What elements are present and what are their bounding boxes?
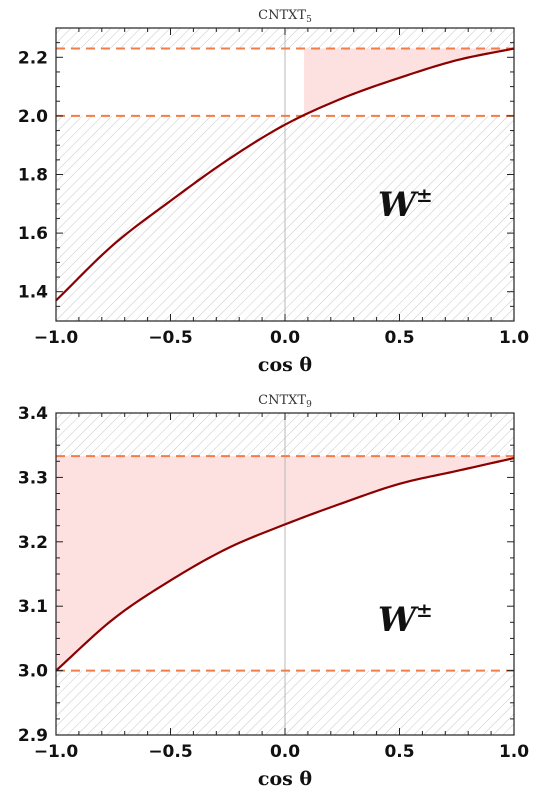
annotation: W± <box>378 183 433 225</box>
y-tick-label: 3.1 <box>18 597 48 617</box>
x-tick-label: −1.0 <box>34 742 79 762</box>
y-tick-label: 3.4 <box>18 404 48 424</box>
chart-title: CNTXT9 <box>258 393 312 410</box>
y-tick-label: 1.4 <box>18 283 48 303</box>
x-tick-label: 0.0 <box>270 328 300 348</box>
annotation-superscript: ± <box>416 183 433 207</box>
x-tick-label: 1.0 <box>499 328 529 348</box>
series-line <box>55 457 515 672</box>
x-tick-label: 0.5 <box>384 328 414 348</box>
x-tick-label: 0.5 <box>384 742 414 762</box>
annotation: W± <box>378 598 433 640</box>
chart-title-subscript: 5 <box>306 15 312 25</box>
y-tick-label: 1.6 <box>18 224 48 244</box>
annotation-superscript: ± <box>416 598 433 622</box>
y-tick-label: 2.9 <box>18 726 48 746</box>
y-tick-label: 1.8 <box>18 166 48 186</box>
x-tick-label: 1.0 <box>499 742 529 762</box>
chart-title-main: CNTXT <box>258 8 306 23</box>
chart-panel-1: −1.0 −0.5 0.0 0.5 1.0 1.4 1.6 1.8 2.0 2.2 CNTXT5 co… <box>18 8 529 376</box>
series-line <box>55 47 515 302</box>
y-tick-label: 3.0 <box>18 662 48 682</box>
x-tick-label: −1.0 <box>34 328 79 348</box>
shaded-region <box>56 456 514 671</box>
x-tick-label: 0.0 <box>270 742 300 762</box>
x-axis-label: cos θ <box>258 768 312 790</box>
x-axis-label: cos θ <box>258 354 312 376</box>
shaded-region <box>304 48 514 116</box>
annotation-main: W <box>378 185 419 225</box>
chart-title-main: CNTXT <box>258 393 306 408</box>
annotation-main: W <box>378 600 419 640</box>
chart-panel-2: −1.0 −0.5 0.0 0.5 1.0 2.9 3.0 3.1 3.2 3.3 3.4 CNTXT… <box>18 393 529 790</box>
x-tick-label: −0.5 <box>148 328 192 348</box>
y-tick-label: 2.2 <box>18 48 48 68</box>
y-tick-label: 3.3 <box>18 468 48 488</box>
chart-title: CNTXT5 <box>258 8 312 25</box>
y-tick-label: 2.0 <box>18 107 48 127</box>
y-tick-label: 3.2 <box>18 533 48 553</box>
x-tick-label: −0.5 <box>148 742 192 762</box>
chart-title-subscript: 9 <box>306 400 312 410</box>
